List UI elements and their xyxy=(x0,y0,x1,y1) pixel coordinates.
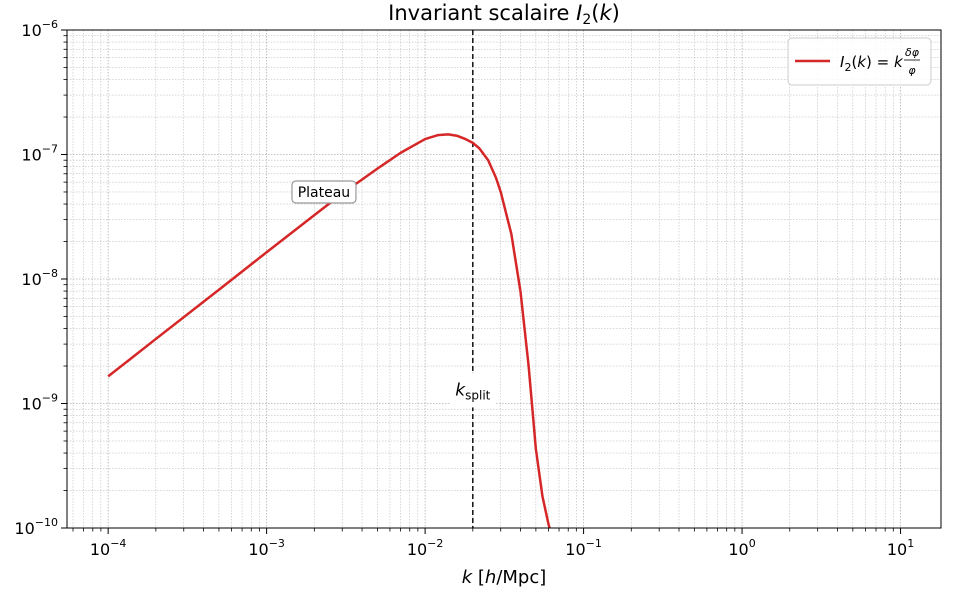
series-line-0 xyxy=(107,133,551,529)
y-axis: 10−10 10−9 10−8 10−7 10−6 xyxy=(14,18,67,538)
y-tick-label-2: 10−8 xyxy=(21,267,58,289)
x-tick-label-3: 10−1 xyxy=(565,537,602,559)
legend-frac-den: φ xyxy=(908,64,916,77)
x-axis: 10−4 10−3 10−2 10−1 100 101 xyxy=(72,528,914,559)
y-tick-label-1: 10−9 xyxy=(21,392,58,414)
y-tick-label-0: 10−10 xyxy=(14,516,58,538)
x-tick-label-4: 100 xyxy=(728,537,755,559)
annotations: Plateau xyxy=(291,180,357,204)
y-tick-label-4: 10−6 xyxy=(21,18,58,40)
x-tick-label-0: 10−4 xyxy=(90,537,127,559)
annotation-0: Plateau xyxy=(291,180,357,204)
k-split-label-text: ksplit xyxy=(455,380,490,402)
chart-title: Invariant scalaire I2(k) xyxy=(388,1,620,28)
grid xyxy=(67,29,941,529)
x-axis-label: k [h/Mpc] xyxy=(462,567,547,588)
legend-label: I2(k) = k xyxy=(840,53,904,74)
legend-frac-num: δφ xyxy=(905,46,920,59)
k-split-label-bg xyxy=(450,373,495,408)
x-tick-label-2: 10−2 xyxy=(407,537,444,559)
y-tick-label-3: 10−7 xyxy=(21,143,58,165)
x-tick-label-1: 10−3 xyxy=(248,537,285,559)
annotation-box xyxy=(291,180,357,204)
series-group xyxy=(107,133,551,529)
annotation-text: Plateau xyxy=(298,185,350,201)
x-tick-label-5: 101 xyxy=(887,537,914,559)
x-axis-label-text: k [h/Mpc] xyxy=(462,567,547,588)
legend-box xyxy=(787,37,932,86)
plot-frame xyxy=(66,29,942,529)
legend: I2(k) = kδφ φ xyxy=(787,37,932,86)
k-split-label: ksplit xyxy=(450,373,495,408)
